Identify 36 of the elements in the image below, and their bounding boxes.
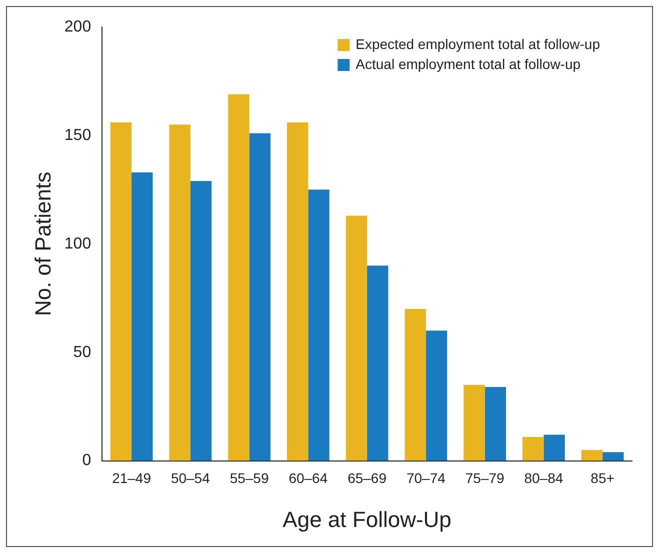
bar <box>228 94 250 461</box>
bar <box>367 266 388 461</box>
bar <box>110 122 132 461</box>
x-tick-label: 60–64 <box>288 470 328 486</box>
x-tick-label: 50–54 <box>170 470 210 486</box>
bar <box>581 450 603 461</box>
bar <box>544 434 565 461</box>
x-tick-label: 75–79 <box>465 470 504 486</box>
bar <box>190 181 212 461</box>
x-tick-label: 21–49 <box>112 470 152 486</box>
bar <box>404 308 426 461</box>
bar <box>308 190 330 461</box>
bar <box>132 172 153 461</box>
x-tick-label: 85+ <box>590 470 614 486</box>
y-tick-label: 100 <box>64 235 92 252</box>
x-tick-label: 80–84 <box>524 470 564 486</box>
bar <box>522 436 544 461</box>
legend-label: Actual employment total at follow-up <box>356 56 581 72</box>
legend-label: Expected employment total at follow-up <box>356 36 600 52</box>
x-tick-label: 70–74 <box>406 470 446 486</box>
bar <box>249 133 270 461</box>
bar <box>346 216 368 461</box>
bar <box>426 330 448 461</box>
y-tick-label: 0 <box>82 452 92 470</box>
bar <box>464 384 485 461</box>
y-axis-title: No. of Patients <box>30 172 56 316</box>
bar <box>286 122 308 461</box>
y-tick-label: 50 <box>73 344 92 361</box>
x-tick-label: 65–69 <box>348 470 387 486</box>
x-axis-title: Age at Follow-Up <box>282 506 452 532</box>
bar <box>484 387 506 461</box>
y-tick-label: 150 <box>64 126 92 144</box>
x-tick-label: 55–59 <box>230 470 269 486</box>
bar <box>602 452 624 461</box>
bar <box>169 124 190 461</box>
y-tick-label: 200 <box>64 18 92 36</box>
